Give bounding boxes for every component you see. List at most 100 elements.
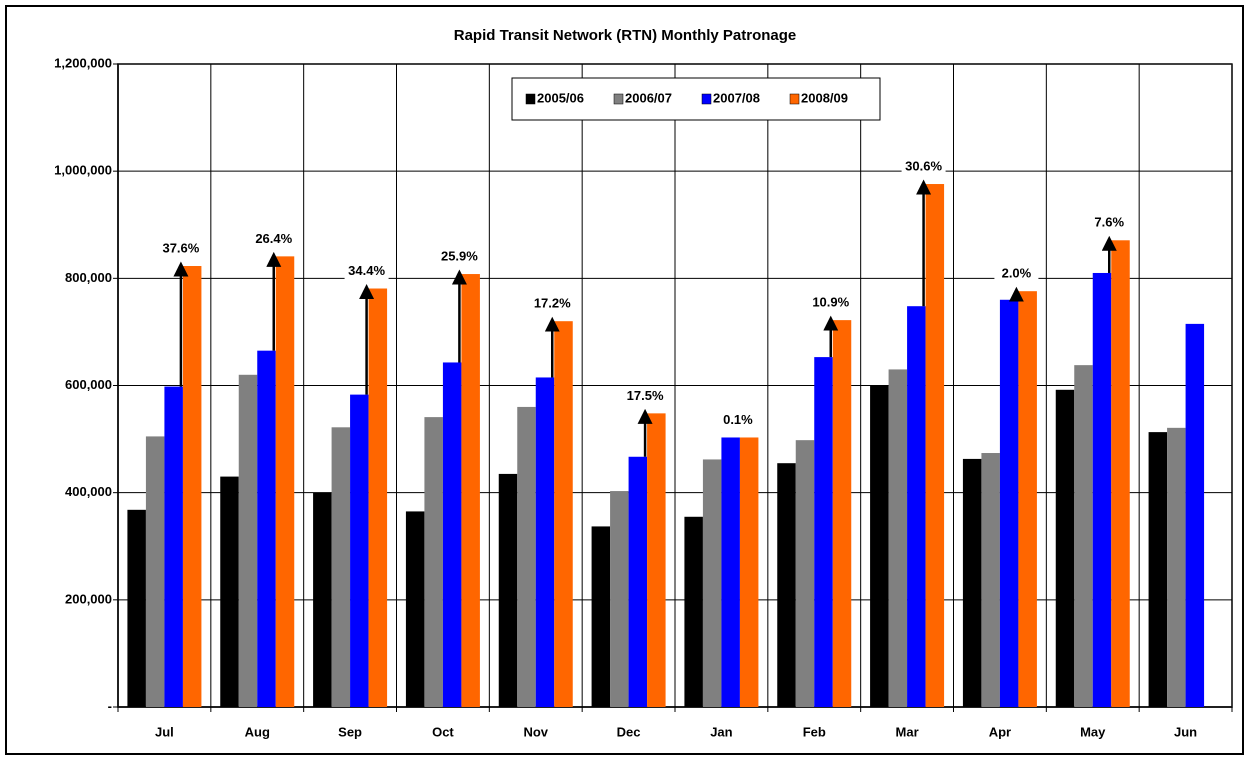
label-bg: [901, 158, 946, 177]
y-tick-label: 200,000: [65, 591, 112, 606]
bar: [591, 526, 611, 707]
bar: [628, 456, 648, 707]
growth-label: 17.5%: [627, 388, 664, 403]
bar: [554, 321, 573, 707]
legend-label: 2005/06: [537, 90, 584, 105]
legend-swatch: [701, 93, 712, 105]
bar: [962, 458, 982, 707]
growth-label: 2.0%: [1002, 266, 1032, 281]
bar: [498, 473, 518, 707]
bar: [313, 492, 332, 707]
bar: [368, 288, 388, 707]
bar: [981, 453, 1000, 707]
legend-label: 2006/07: [625, 90, 672, 105]
label-bg: [808, 294, 853, 313]
bar: [1148, 432, 1168, 707]
legend-swatch: [613, 93, 624, 105]
growth-label: 25.9%: [441, 248, 478, 263]
label-bg: [1087, 214, 1132, 233]
label-bg: [437, 248, 482, 267]
bar: [257, 350, 276, 707]
growth-label: 34.4%: [348, 263, 385, 278]
bar: [795, 440, 815, 707]
bar: [1111, 240, 1130, 707]
label-bg: [251, 230, 296, 249]
bar: [684, 516, 703, 707]
x-tick-label: Feb: [803, 724, 826, 739]
label-bg: [344, 262, 389, 281]
label-bg: [530, 295, 575, 314]
bar: [777, 463, 796, 707]
y-tick-label: 1,000,000: [54, 163, 112, 178]
legend-box: [511, 77, 881, 121]
label-bg: [994, 265, 1039, 284]
bar: [517, 406, 536, 707]
x-tick-label: Aug: [245, 724, 270, 739]
bar: [1074, 365, 1093, 707]
bar: [610, 491, 629, 707]
growth-label: 30.6%: [905, 158, 942, 173]
label-bg: [715, 411, 760, 430]
bar: [220, 476, 239, 707]
bar: [739, 437, 759, 707]
growth-label: 26.4%: [255, 231, 292, 246]
y-tick-label: 800,000: [65, 270, 112, 285]
bar: [832, 320, 852, 707]
bar: [907, 306, 926, 707]
x-tick-label: Mar: [896, 724, 919, 739]
legend-swatch: [789, 93, 800, 105]
bar: [814, 357, 833, 707]
bar: [164, 386, 183, 707]
legend-label: 2008/09: [801, 90, 848, 105]
x-tick-label: Jul: [155, 724, 174, 739]
bar: [925, 184, 945, 707]
legend-label: 2007/08: [713, 90, 760, 105]
chart-title: Rapid Transit Network (RTN) Monthly Patr…: [454, 27, 797, 44]
y-tick-label: -: [108, 698, 112, 713]
bar: [999, 299, 1019, 707]
bar: [702, 459, 722, 707]
bar: [461, 274, 480, 707]
x-tick-label: Jan: [710, 724, 732, 739]
bar: [870, 385, 889, 707]
y-tick-label: 1,200,000: [54, 55, 112, 70]
bar: [888, 369, 908, 707]
x-tick-label: Sep: [338, 724, 362, 739]
y-tick-label: 600,000: [65, 377, 112, 392]
bar: [721, 437, 740, 707]
bar: [331, 427, 351, 707]
x-tick-label: May: [1080, 724, 1106, 739]
bar: [1018, 291, 1037, 707]
growth-label: 7.6%: [1094, 215, 1124, 230]
x-tick-label: Dec: [617, 724, 641, 739]
bar: [1092, 272, 1112, 707]
label-bg: [623, 387, 668, 406]
x-tick-label: Jun: [1174, 724, 1197, 739]
x-tick-label: Apr: [989, 724, 1011, 739]
bar: [442, 362, 462, 707]
growth-label: 37.6%: [162, 240, 199, 255]
bar: [535, 377, 555, 707]
x-tick-label: Nov: [523, 724, 548, 739]
bar: [182, 266, 202, 707]
bar: [127, 509, 146, 707]
bar: [405, 511, 425, 707]
bar: [275, 256, 295, 707]
bar: [1055, 389, 1075, 707]
growth-label: 17.2%: [534, 296, 571, 311]
bar: [647, 413, 666, 707]
y-tick-label: 400,000: [65, 484, 112, 499]
x-tick-label: Oct: [432, 724, 454, 739]
legend-swatch: [525, 93, 536, 105]
bar: [424, 417, 443, 707]
growth-label: 10.9%: [812, 295, 849, 310]
bar: [1167, 427, 1186, 707]
bar: [238, 374, 258, 707]
bar: [145, 436, 165, 707]
label-bg: [158, 240, 203, 259]
bar: [1185, 323, 1205, 707]
bar: [350, 394, 369, 707]
growth-label: 0.1%: [723, 412, 753, 427]
